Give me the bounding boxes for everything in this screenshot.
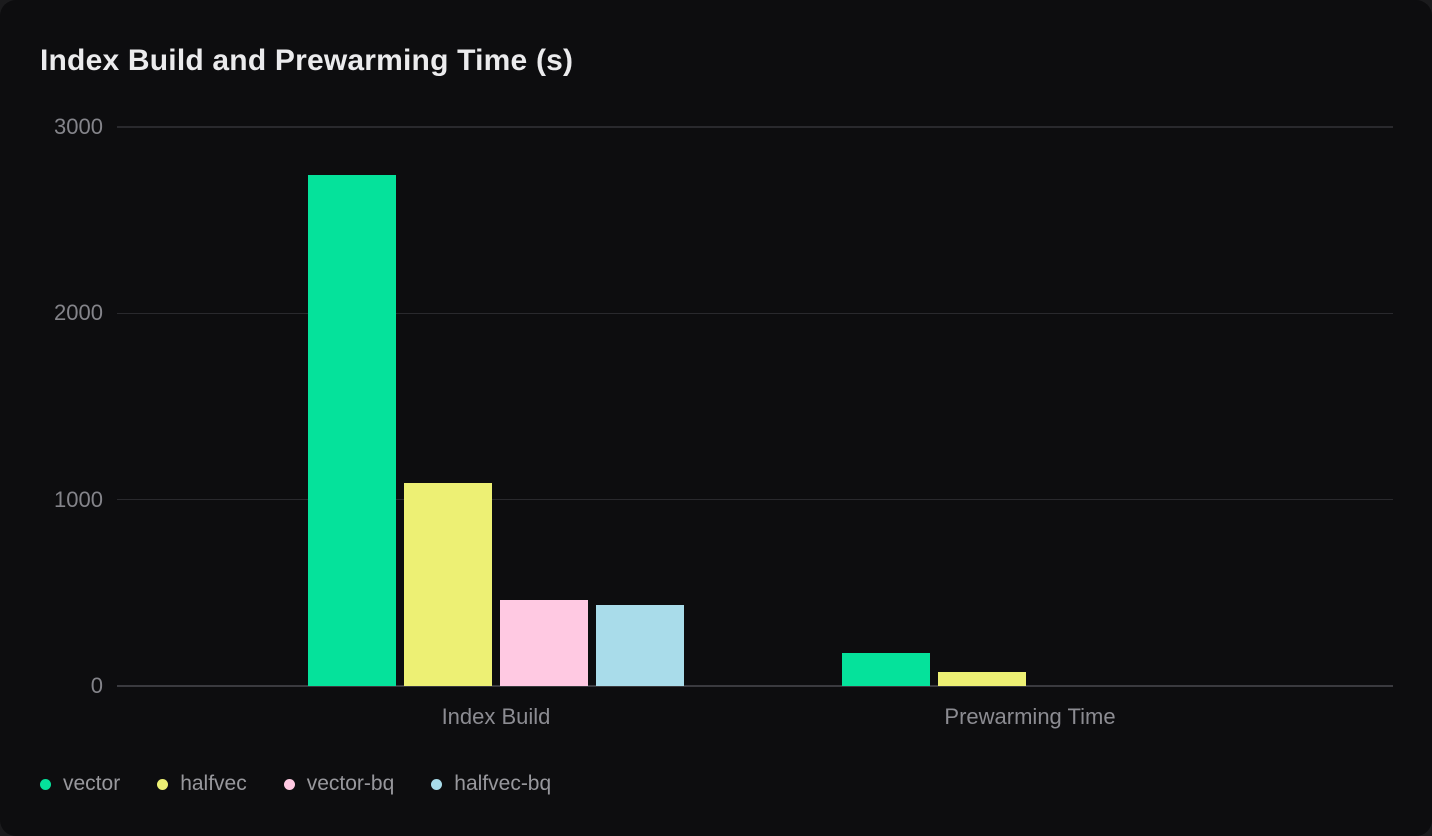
legend-label-vector: vector	[63, 772, 121, 795]
gridline-y-1000	[117, 498, 1393, 501]
legend-item-vector-bq[interactable]: vector-bq	[283, 772, 395, 796]
y-axis-tick-label-3000: 3000	[54, 114, 103, 139]
gridline-y-3000	[117, 126, 1393, 128]
legend-label-halfvec-bq: halfvec-bq	[454, 772, 552, 795]
x-axis-category-label-index-build: Index Build	[441, 704, 551, 729]
bar-halfvec-prewarming-time[interactable]	[938, 672, 1026, 686]
bar-halfvec-bq-index-build[interactable]	[596, 604, 684, 686]
legend-item-halfvec-bq[interactable]: halfvec-bq	[431, 772, 551, 796]
bar-halfvec-index-build[interactable]	[404, 482, 492, 686]
y-axis-tick-label-0: 0	[90, 673, 103, 698]
legend-label-halfvec: halfvec	[180, 772, 247, 795]
bar-vector-index-build[interactable]	[308, 175, 396, 686]
gridline-y-0	[117, 685, 1393, 687]
legend-label-vector-bq: vector-bq	[306, 772, 395, 795]
legend-dot-icon	[157, 778, 169, 790]
y-axis-tick-label-2000: 2000	[54, 300, 103, 326]
bar-vector-prewarming-time[interactable]	[842, 653, 930, 686]
x-axis-category-label-prewarming-time: Prewarming Time	[944, 704, 1116, 729]
legend-dot-icon	[431, 778, 443, 790]
legend-dot-icon	[283, 778, 295, 790]
bar-vector-bq-index-build[interactable]	[500, 600, 588, 686]
gridline-y-2000	[117, 312, 1393, 315]
chart-legend: vector halfvec vector-bq halfvec-bq	[40, 771, 551, 797]
legend-item-vector[interactable]: vector	[40, 772, 120, 796]
legend-item-halfvec[interactable]: halfvec	[157, 772, 247, 796]
y-axis-tick-label-1000: 1000	[54, 486, 103, 512]
chart-title: Index Build and Prewarming Time (s)	[40, 44, 574, 77]
legend-dot-icon	[40, 778, 51, 790]
